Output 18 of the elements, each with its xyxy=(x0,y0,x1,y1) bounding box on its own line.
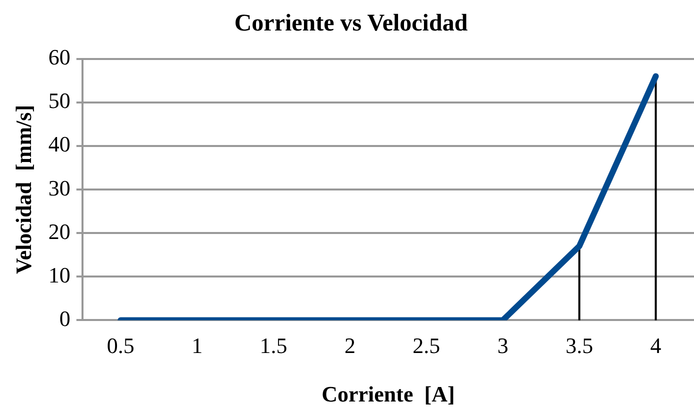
y-tick-label: 20 xyxy=(48,218,70,244)
y-tick-label: 10 xyxy=(48,262,70,288)
x-tick-label: 1.5 xyxy=(260,333,288,358)
y-tick-label: 40 xyxy=(48,132,70,157)
x-tick-label: 4 xyxy=(650,333,662,358)
y-tick-label: 50 xyxy=(48,88,70,114)
x-axis-title: Corriente [A] xyxy=(322,381,455,406)
y-axis-title: Velocidad [mm/s] xyxy=(10,104,36,274)
x-tick-label: 3.5 xyxy=(566,333,594,358)
y-tick-label: 60 xyxy=(48,44,70,70)
y-tick-label: 30 xyxy=(48,175,70,200)
x-tick-label: 2.5 xyxy=(412,333,440,358)
x-tick-label: 1 xyxy=(192,333,203,358)
chart-title: Corriente vs Velocidad xyxy=(234,10,468,37)
y-tick-label: 0 xyxy=(59,306,70,331)
x-tick-label: 0.5 xyxy=(106,333,134,358)
x-tick-label: 2 xyxy=(344,333,356,358)
x-tick-label: 3 xyxy=(497,333,508,358)
